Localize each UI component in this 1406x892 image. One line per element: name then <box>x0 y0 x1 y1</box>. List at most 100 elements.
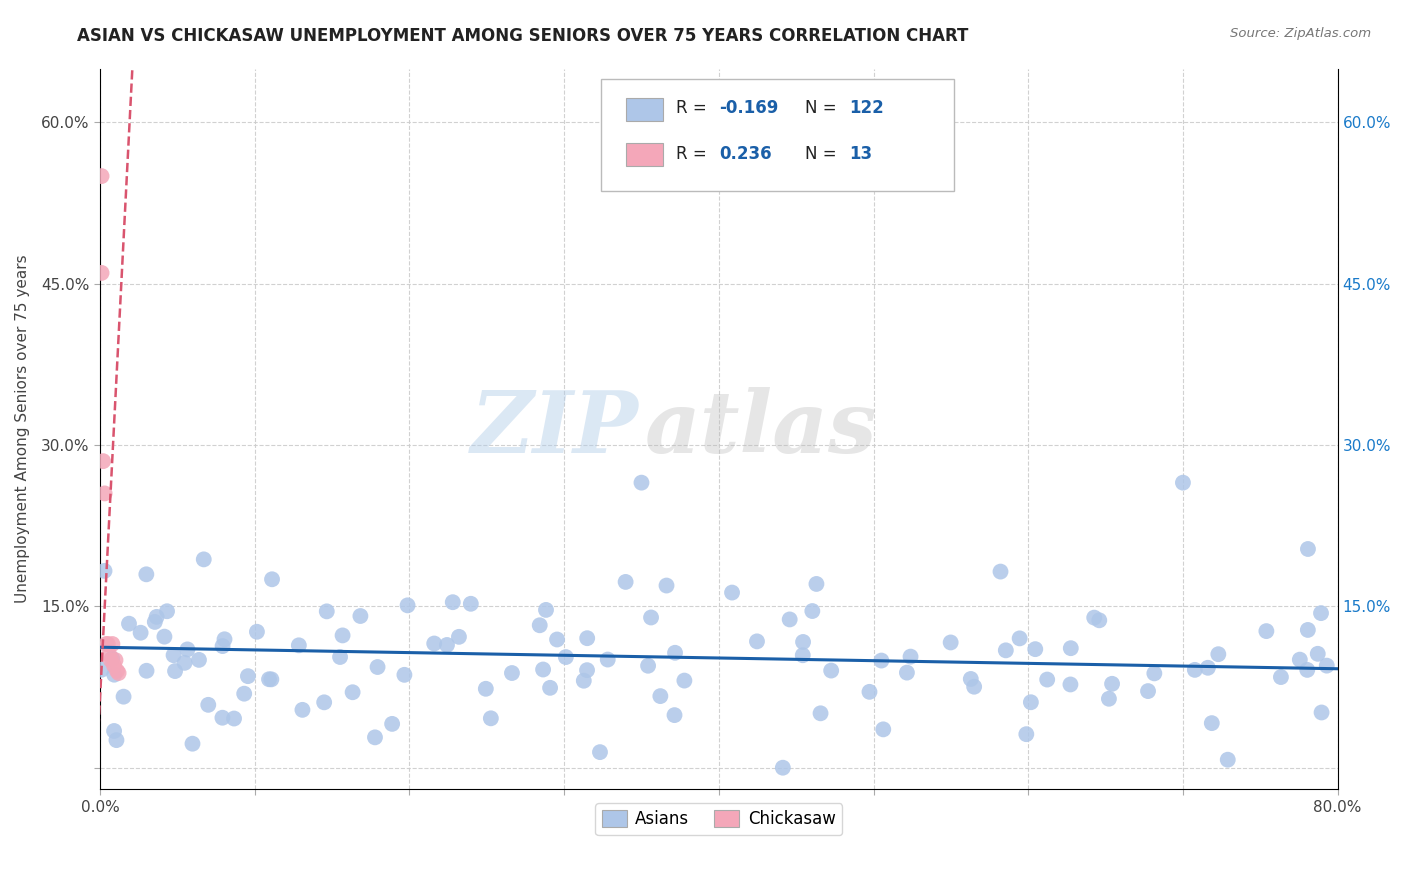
Point <box>101 652 124 666</box>
Point <box>1306 647 1329 661</box>
Point <box>554 650 576 665</box>
Point <box>858 685 880 699</box>
Point <box>810 706 832 721</box>
Point <box>447 630 470 644</box>
FancyBboxPatch shape <box>602 79 955 191</box>
Point <box>772 761 794 775</box>
Point <box>100 653 122 667</box>
Point <box>90 169 112 183</box>
Point <box>1036 673 1059 687</box>
Point <box>596 652 619 666</box>
Point <box>1208 647 1230 661</box>
Point <box>1197 661 1219 675</box>
Point <box>260 673 283 687</box>
Point <box>1143 666 1166 681</box>
Point <box>745 634 768 648</box>
Point <box>872 723 894 737</box>
Point <box>211 711 233 725</box>
Point <box>129 625 152 640</box>
Point <box>1316 658 1339 673</box>
Point <box>1256 624 1278 639</box>
Point <box>188 653 211 667</box>
Point <box>441 595 464 609</box>
Point <box>156 604 179 618</box>
Text: 0.236: 0.236 <box>718 145 772 162</box>
Point <box>572 673 595 688</box>
Point <box>329 650 352 665</box>
Point <box>260 572 283 586</box>
Point <box>1201 716 1223 731</box>
Point <box>1088 613 1111 627</box>
Point <box>118 616 141 631</box>
Point <box>367 660 389 674</box>
Point <box>963 680 986 694</box>
Point <box>531 663 554 677</box>
Point <box>90 663 112 677</box>
Point <box>105 664 128 678</box>
Point <box>896 665 918 680</box>
Point <box>900 649 922 664</box>
Point <box>529 618 551 632</box>
Point <box>135 567 157 582</box>
Point <box>1083 610 1105 624</box>
Text: N =: N = <box>806 145 842 162</box>
Point <box>176 642 198 657</box>
Point <box>436 638 458 652</box>
Point <box>332 628 354 642</box>
Point <box>197 698 219 712</box>
Point <box>1310 606 1333 620</box>
Point <box>112 690 135 704</box>
Text: ZIP: ZIP <box>471 387 638 471</box>
Point <box>97 637 120 651</box>
Text: 122: 122 <box>849 99 883 117</box>
Point <box>637 658 659 673</box>
Point <box>576 631 599 645</box>
Point <box>314 695 336 709</box>
Point <box>193 552 215 566</box>
Point <box>90 266 112 280</box>
Point <box>107 666 129 681</box>
Point <box>1098 691 1121 706</box>
Text: R =: R = <box>675 99 711 117</box>
Point <box>806 577 828 591</box>
Point <box>870 654 893 668</box>
Point <box>614 574 637 589</box>
Point <box>91 454 114 468</box>
Point <box>576 663 599 677</box>
Point <box>222 712 245 726</box>
Point <box>288 638 311 652</box>
Point <box>1024 642 1046 657</box>
Point <box>1270 670 1292 684</box>
FancyBboxPatch shape <box>626 98 664 121</box>
Point <box>538 681 561 695</box>
Point <box>479 711 502 725</box>
Point <box>103 658 125 673</box>
Point <box>396 599 419 613</box>
Point <box>98 648 121 662</box>
Point <box>673 673 696 688</box>
Point <box>181 737 204 751</box>
Point <box>1296 541 1319 556</box>
Point <box>1288 653 1310 667</box>
Point <box>93 486 115 500</box>
Point <box>501 666 523 681</box>
Point <box>423 636 446 650</box>
Point <box>211 639 233 653</box>
Point <box>104 653 127 667</box>
Point <box>1059 677 1081 691</box>
Point <box>664 708 686 723</box>
Point <box>381 717 404 731</box>
Point <box>779 612 801 626</box>
Point <box>135 664 157 678</box>
Point <box>165 664 187 678</box>
Point <box>342 685 364 699</box>
Point <box>1296 623 1319 637</box>
Point <box>233 687 256 701</box>
Point <box>96 637 118 651</box>
Point <box>1137 684 1160 698</box>
Text: R =: R = <box>675 145 711 162</box>
Point <box>349 609 371 624</box>
Point <box>546 632 568 647</box>
Point <box>105 733 128 747</box>
Point <box>650 689 672 703</box>
